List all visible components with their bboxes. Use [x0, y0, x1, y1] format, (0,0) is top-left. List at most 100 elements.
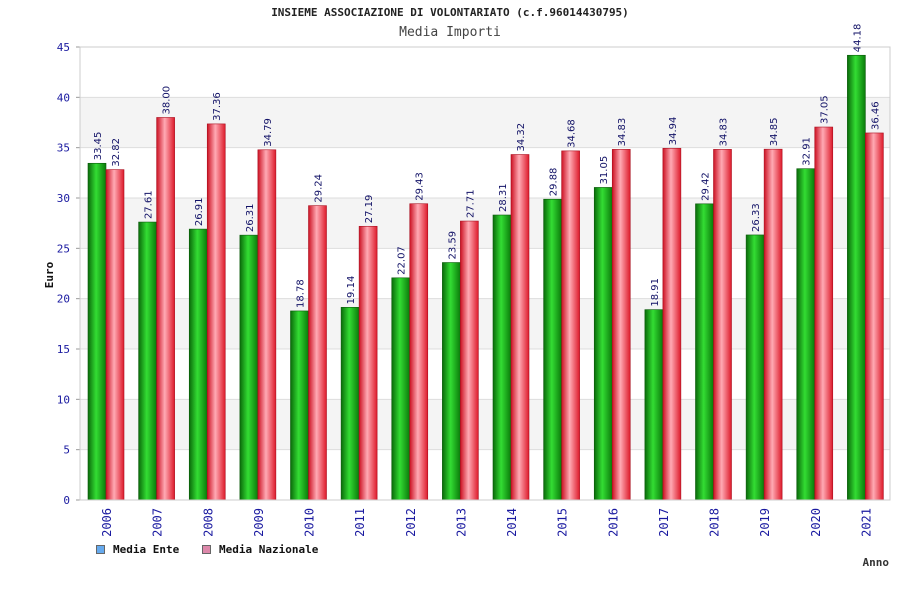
bar-nazionale: [308, 205, 327, 501]
data-label-ente: 44.18: [852, 24, 863, 53]
x-tick-label: 2014: [505, 508, 519, 537]
bar-ente: [745, 234, 765, 501]
x-tick-label: 2013: [454, 508, 468, 537]
bar-nazionale: [713, 149, 732, 501]
bar-ente: [593, 187, 613, 501]
legend-item-ente: Media Ente: [96, 543, 179, 556]
data-label-nazionale: 34.79: [263, 118, 274, 147]
x-tick-label: 2015: [556, 508, 570, 537]
legend-label-ente: Media Ente: [113, 543, 180, 556]
data-label-nazionale: 34.94: [668, 117, 679, 146]
bar-ente: [290, 310, 309, 501]
data-label-nazionale: 38.00: [162, 86, 173, 115]
bar-nazionale: [510, 154, 530, 501]
data-label-nazionale: 34.32: [516, 123, 527, 152]
bar-nazionale: [561, 150, 580, 501]
y-tick-label: 40: [57, 91, 70, 104]
data-label-ente: 22.07: [397, 246, 408, 275]
data-label-nazionale: 27.19: [364, 195, 375, 224]
x-tick-label: 2011: [353, 508, 367, 537]
bar-ente: [492, 214, 512, 501]
labels-layer: 33.45 32.82 27.61 38.00 26.91 37.36 26.31 34.79…: [93, 24, 881, 308]
y-tick-label: 20: [57, 293, 70, 306]
data-label-ente: 18.78: [296, 279, 307, 308]
data-label-ente: 28.31: [498, 183, 509, 212]
data-label-nazionale: 37.05: [820, 95, 831, 124]
x-tick-label: 2008: [201, 508, 215, 537]
bar-nazionale: [865, 132, 884, 501]
data-label-ente: 18.91: [650, 278, 661, 307]
bar-nazionale: [460, 220, 479, 501]
data-label-nazionale: 34.83: [617, 118, 628, 147]
data-label-nazionale: 32.82: [111, 138, 122, 167]
data-label-nazionale: 34.68: [567, 119, 578, 148]
legend-swatch-nazionale: [202, 545, 211, 554]
bar-ente: [695, 203, 714, 501]
bar-nazionale: [206, 123, 226, 501]
x-tick-label: 2018: [708, 508, 722, 537]
y-tick-label: 45: [57, 41, 70, 54]
legend-item-nazionale: Media Nazionale: [202, 543, 318, 556]
legend-swatch-ente: [96, 545, 105, 554]
bar-ente: [138, 221, 157, 501]
bar-ente: [391, 277, 411, 501]
data-label-ente: 26.33: [751, 203, 762, 232]
chart-title: INSIEME ASSOCIAZIONE DI VOLONTARIATO (c.…: [271, 6, 629, 19]
bars-layer: [87, 54, 884, 501]
data-label-nazionale: 34.83: [719, 118, 730, 147]
bar-ente: [239, 234, 259, 501]
bar-nazionale: [156, 117, 175, 501]
y-tick-label: 30: [57, 192, 70, 205]
data-label-ente: 33.45: [93, 132, 104, 161]
x-tick-label: 2021: [859, 508, 873, 537]
data-label-ente: 27.61: [144, 190, 155, 219]
y-tick-label: 0: [63, 494, 70, 507]
bar-nazionale: [257, 149, 277, 501]
y-tick-label: 10: [57, 393, 70, 406]
bar-nazionale: [814, 126, 834, 501]
x-tick-label: 2007: [151, 508, 165, 537]
y-tick-label: 35: [57, 142, 70, 155]
data-label-nazionale: 36.46: [870, 101, 881, 130]
bar-nazionale: [105, 169, 125, 501]
plot-frame: [79, 46, 891, 501]
bar-ente: [442, 262, 461, 501]
x-tick-label: 2009: [252, 508, 266, 537]
y-tick-label: 25: [57, 242, 70, 255]
x-tick-label: 2019: [758, 508, 772, 537]
x-tick-label: 2012: [404, 508, 418, 537]
bar-nazionale: [358, 225, 378, 501]
bar-ente: [796, 168, 816, 501]
x-tick-label: 2020: [809, 508, 823, 537]
bar-ente: [340, 307, 360, 501]
data-label-ente: 23.59: [447, 231, 458, 260]
bar-nazionale: [409, 203, 429, 501]
data-label-ente: 19.14: [346, 276, 357, 305]
bar-nazionale: [611, 149, 631, 501]
x-tick-label: 2016: [606, 508, 620, 537]
grid-band: [80, 47, 890, 98]
bar-ente: [87, 162, 107, 501]
data-label-nazionale: 27.71: [465, 189, 476, 218]
chart-subtitle: Media Importi: [399, 25, 501, 40]
data-label-ente: 31.05: [599, 156, 610, 185]
axis-layer: 0 5 10 15 20 25 30 35 40 45 Euro Anno 2006 2007 2008 20…: [43, 41, 891, 569]
bar-ente: [543, 198, 562, 501]
bar-ente: [644, 309, 664, 501]
data-label-ente: 26.91: [194, 197, 205, 226]
bar-nazionale: [763, 148, 783, 501]
data-label-ente: 29.42: [701, 172, 712, 201]
bar-nazionale: [662, 147, 682, 501]
data-label-nazionale: 29.43: [415, 172, 426, 201]
x-tick-label: 2010: [303, 508, 317, 537]
data-label-ente: 29.88: [549, 168, 560, 197]
bar-ente: [847, 54, 866, 501]
y-tick-label: 5: [63, 444, 70, 457]
x-tick-label: 2006: [100, 508, 114, 537]
data-label-nazionale: 34.85: [769, 118, 780, 147]
data-label-nazionale: 37.36: [212, 92, 223, 121]
data-label-ente: 26.31: [245, 204, 256, 233]
data-label-ente: 32.91: [802, 137, 813, 166]
data-label-nazionale: 29.24: [314, 174, 325, 203]
